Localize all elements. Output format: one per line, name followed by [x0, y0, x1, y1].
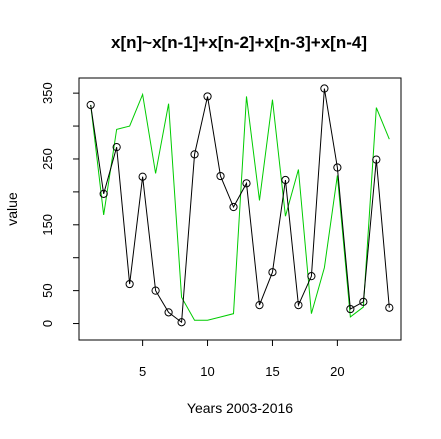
- series-line-0: [90, 88, 390, 324]
- data-point: [359, 297, 368, 306]
- y-tick-label: 250: [40, 148, 55, 170]
- y-tick-label: 50: [40, 283, 55, 297]
- data-point: [320, 84, 329, 93]
- series-layer: [86, 84, 394, 327]
- data-point: [99, 189, 108, 198]
- data-point: [294, 301, 303, 310]
- data-point: [151, 286, 160, 295]
- data-point: [164, 308, 173, 317]
- data-point: [86, 100, 95, 110]
- data-point: [385, 303, 394, 312]
- x-axis: 5 10 15 20: [139, 339, 345, 379]
- data-point: [138, 172, 147, 181]
- x-tick-label: 20: [330, 364, 344, 379]
- x-tick-label: 15: [265, 364, 279, 379]
- data-point: [268, 268, 277, 277]
- y-tick-label: 350: [40, 82, 55, 104]
- y-tick-label: 0: [40, 320, 55, 327]
- data-point: [112, 143, 121, 152]
- data-point: [333, 163, 342, 172]
- data-point: [203, 92, 212, 101]
- data-point: [346, 304, 355, 314]
- data-point: [307, 272, 316, 281]
- data-point: [229, 202, 238, 212]
- x-axis-label: Years 2003-2016: [187, 400, 293, 416]
- data-point: [372, 155, 381, 164]
- y-tick-label: 150: [40, 214, 55, 236]
- x-tick-label: 5: [139, 364, 146, 379]
- chart-title: x[n]~x[n-1]+x[n-2]+x[n-3]+x[n-4]: [111, 33, 367, 52]
- data-point: [281, 175, 290, 185]
- y-axis-label: value: [4, 192, 20, 226]
- data-point: [125, 279, 134, 289]
- data-point: [242, 179, 251, 188]
- x-tick-label: 10: [200, 364, 214, 379]
- data-point: [190, 150, 199, 159]
- data-point: [255, 301, 264, 310]
- y-axis: 0 50 150 250 350: [40, 82, 80, 327]
- series-line-1: [90, 92, 390, 321]
- data-point: [216, 171, 225, 181]
- data-point: [177, 318, 186, 327]
